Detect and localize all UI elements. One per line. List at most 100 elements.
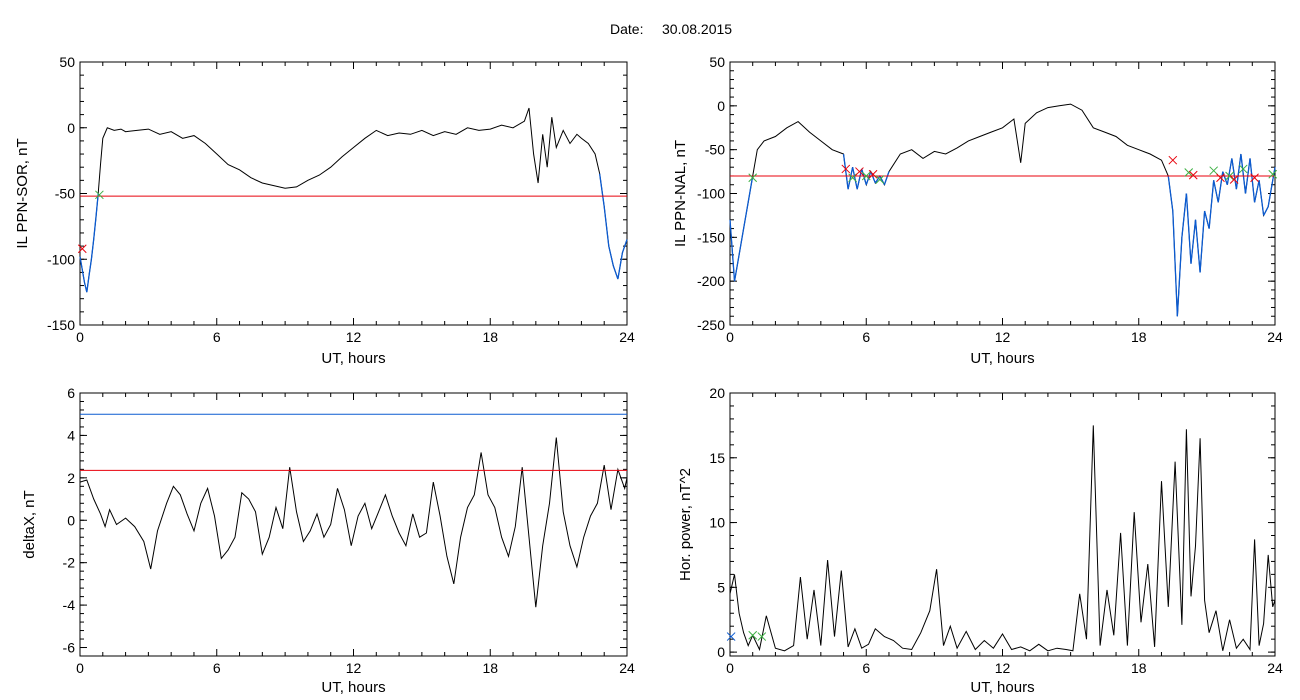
sor-highlight-segment <box>612 265 619 280</box>
sor-xtick-label: 6 <box>213 329 221 345</box>
nal-xtick-label: 24 <box>1267 329 1283 345</box>
nal-highlight-segment <box>1263 206 1269 216</box>
sor-ytick-label: -50 <box>55 186 75 202</box>
nal-highlight-segment <box>742 202 749 229</box>
panel-deltax-ylabel: deltaX, nT <box>21 490 38 558</box>
power-xtick-label: 0 <box>726 660 734 676</box>
nal-marker-x <box>861 171 871 181</box>
nal-highlight-segment <box>870 171 876 184</box>
panel-nal-xlabel: UT, hours <box>970 350 1034 367</box>
nal-highlight-segment <box>856 168 863 190</box>
deltax-ytick-label: 4 <box>67 427 75 443</box>
nal-highlight-segment <box>1231 158 1238 190</box>
nal-marker-x <box>868 169 878 179</box>
deltax-ytick-label: 6 <box>67 385 75 401</box>
nal-xtick-label: 12 <box>995 329 1011 345</box>
sor-ytick-label: -150 <box>47 317 75 333</box>
nal-ytick-label: -150 <box>697 229 725 245</box>
deltax-ytick-label: 2 <box>67 470 75 486</box>
sor-ytick-label: 50 <box>59 54 75 70</box>
deltax-xtick-label: 18 <box>482 660 498 676</box>
panel-sor-ylabel: IL PPN-SOR, nT <box>14 138 31 248</box>
nal-highlight-segment <box>1226 158 1233 185</box>
nal-marker-x <box>1216 173 1225 183</box>
nal-ytick-label: 50 <box>709 54 725 70</box>
power-marker-x <box>748 630 758 640</box>
nal-highlight-segment <box>1199 210 1206 273</box>
sor-xtick-label: 0 <box>76 329 84 345</box>
nal-highlight-segment <box>1172 211 1179 317</box>
nal-xtick-label: 18 <box>1131 329 1147 345</box>
date-value: 30.08.2015 <box>662 21 732 37</box>
sor-highlight-segment <box>88 259 93 276</box>
nal-highlight-segment <box>1213 180 1219 203</box>
panel-power: UT, hours Hor. power, nT^2 0 6 12 18 24 0 5 10 1… <box>677 385 1283 696</box>
sor-xtick-label: 18 <box>482 329 498 345</box>
power-xtick-label: 24 <box>1267 660 1283 676</box>
sor-highlight-segment <box>95 193 99 218</box>
nal-highlight-segment <box>1181 193 1188 238</box>
sor-highlight-segment <box>621 239 628 253</box>
power-marker-x <box>757 632 767 641</box>
power-xtick-label: 12 <box>995 660 1011 676</box>
nal-series-line <box>729 103 1276 317</box>
sor-highlight-segment <box>608 245 614 266</box>
sor-xtick-label: 24 <box>619 329 635 345</box>
power-xtick-label: 18 <box>1131 660 1147 676</box>
deltax-xtick-label: 6 <box>213 660 221 676</box>
nal-ytick-label: -50 <box>705 142 725 158</box>
date-label: Date: <box>610 21 643 37</box>
nal-highlight-segment <box>1203 210 1210 229</box>
deltax-ytick-label: -2 <box>63 555 76 571</box>
sor-plot-frame <box>79 61 628 326</box>
power-plot-frame <box>729 392 1276 657</box>
nal-marker-x <box>841 164 851 174</box>
sor-marker-x <box>95 190 104 200</box>
deltax-ytick-label: -6 <box>63 640 76 656</box>
deltax-xtick-label: 24 <box>619 660 635 676</box>
nal-marker-x <box>855 167 864 176</box>
sor-highlight-segment <box>79 256 83 270</box>
panel-nal-ylabel: IL PPN-NAL, nT <box>672 140 689 247</box>
nal-marker-x <box>1184 168 1194 177</box>
nal-highlight-segment <box>851 167 858 190</box>
nal-marker-x <box>1229 175 1239 184</box>
panel-sor-xlabel: UT, hours <box>321 350 385 367</box>
nal-highlight-segment <box>729 219 736 282</box>
nal-highlight-segment <box>1208 180 1215 229</box>
sor-series-line <box>79 107 628 293</box>
power-marker-x <box>726 632 736 641</box>
sor-highlight-segment <box>81 269 86 284</box>
deltax-plot-frame <box>79 392 628 657</box>
nal-highlight-segment <box>861 168 867 185</box>
nal-highlight-segment <box>874 175 881 184</box>
nal-highlight-segment <box>1176 237 1183 317</box>
power-ytick-label: 20 <box>709 385 725 401</box>
nal-marker-x <box>1238 164 1248 174</box>
nal-marker-x <box>875 175 885 184</box>
sor-highlight-segment <box>617 252 624 280</box>
deltax-xtick-label: 0 <box>76 660 84 676</box>
deltax-ytick-label: -4 <box>63 597 76 613</box>
power-ytick-label: 10 <box>709 515 725 531</box>
nal-highlight-segment <box>733 254 740 282</box>
nal-highlight-segment <box>883 171 890 185</box>
power-ytick-label: 0 <box>717 644 725 660</box>
nal-highlight-segment <box>1190 219 1197 264</box>
nal-marker-x <box>1250 173 1259 183</box>
nal-highlight-segment <box>842 153 849 190</box>
panel-nal: UT, hours IL PPN-NAL, nT 0 6 12 18 24 -250 -20… <box>672 54 1283 367</box>
nal-highlight-segment <box>1194 219 1201 273</box>
nal-marker-x <box>1268 169 1278 179</box>
power-xtick-label: 6 <box>862 660 870 676</box>
sor-highlight-segment <box>599 173 605 207</box>
sor-ytick-label: -100 <box>47 251 75 267</box>
nal-highlight-segment <box>1167 175 1174 212</box>
panel-power-xlabel: UT, hours <box>970 679 1034 696</box>
nal-ytick-label: -100 <box>697 186 725 202</box>
nal-marker-x <box>1168 155 1178 165</box>
sor-highlight-segment <box>90 239 95 260</box>
power-series-line <box>729 425 1276 652</box>
